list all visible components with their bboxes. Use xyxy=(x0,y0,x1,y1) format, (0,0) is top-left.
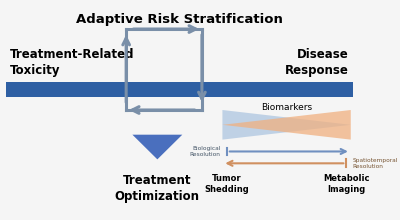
Bar xyxy=(6,82,354,97)
Text: Tumor
Shedding: Tumor Shedding xyxy=(204,174,249,194)
Polygon shape xyxy=(222,110,351,140)
Text: Treatment-Related
Toxicity: Treatment-Related Toxicity xyxy=(10,48,135,77)
Text: Biomarkers: Biomarkers xyxy=(261,103,312,112)
Text: Treatment
Optimization: Treatment Optimization xyxy=(115,174,200,203)
Text: Biological
Resolution: Biological Resolution xyxy=(190,146,221,157)
Polygon shape xyxy=(132,135,182,159)
Text: Adaptive Risk Stratification: Adaptive Risk Stratification xyxy=(76,13,283,26)
Text: Disease
Response: Disease Response xyxy=(285,48,349,77)
Text: Spatiotemporal
Resolution: Spatiotemporal Resolution xyxy=(352,158,398,169)
Polygon shape xyxy=(222,110,351,140)
Text: Metabolic
Imaging: Metabolic Imaging xyxy=(323,174,370,194)
